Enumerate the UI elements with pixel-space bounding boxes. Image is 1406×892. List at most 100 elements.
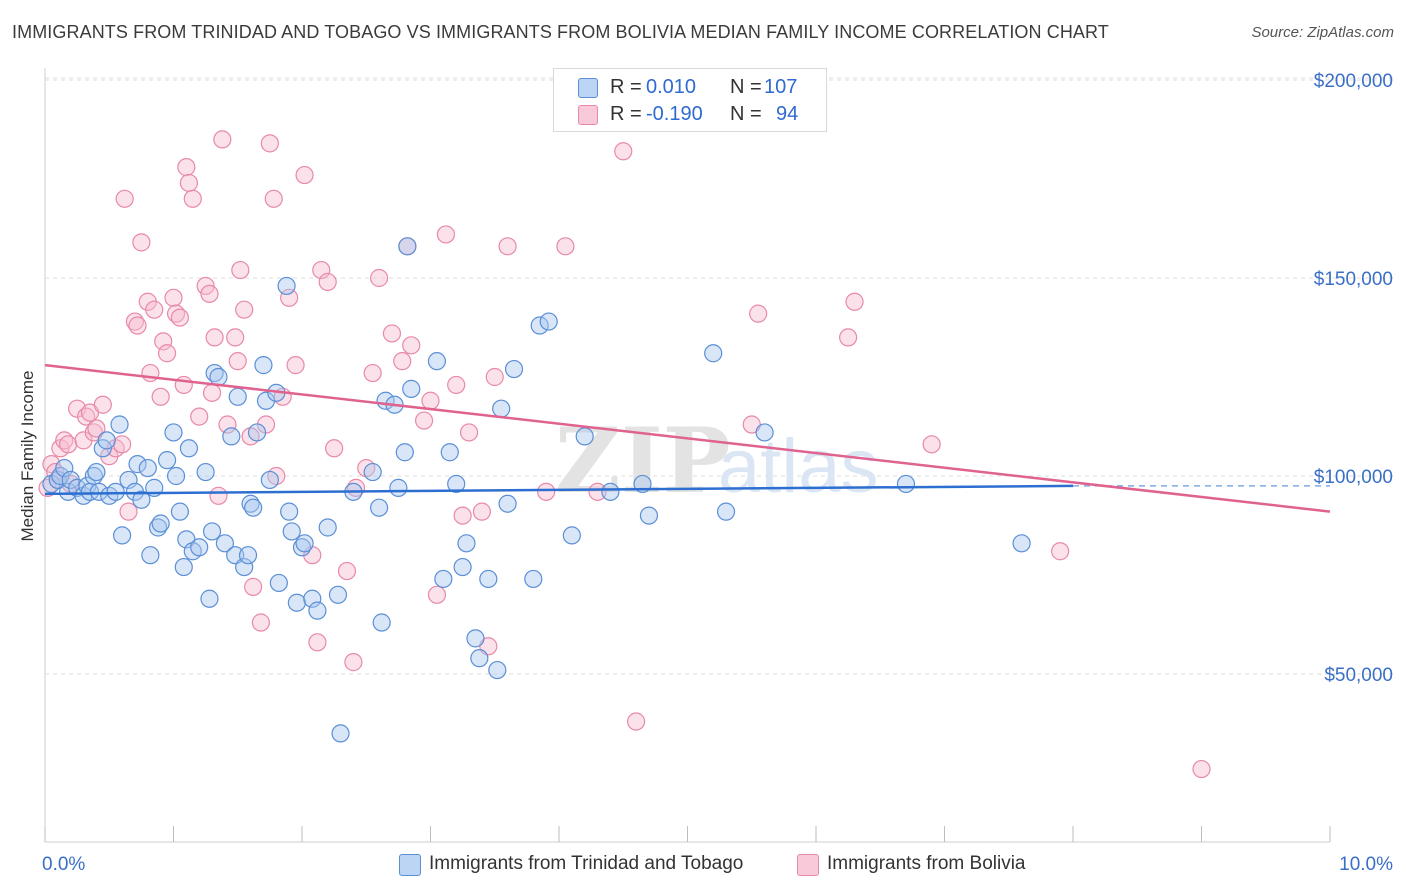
data-point bbox=[286, 356, 305, 375]
data-point bbox=[59, 435, 78, 454]
data-point bbox=[485, 367, 504, 387]
data-point bbox=[93, 395, 112, 414]
data-point bbox=[295, 165, 314, 185]
trend-lines bbox=[44, 363, 1331, 513]
data-point bbox=[614, 142, 633, 161]
y-tick-label: $100,000 bbox=[1314, 467, 1393, 488]
data-point bbox=[215, 534, 234, 553]
data-point bbox=[170, 502, 190, 521]
data-point bbox=[128, 316, 147, 335]
legend-n-value: 94 bbox=[776, 103, 799, 125]
legend-n-label: N = bbox=[730, 76, 762, 98]
data-point bbox=[601, 482, 620, 501]
y-tick-label: $150,000 bbox=[1314, 269, 1393, 290]
data-point bbox=[145, 300, 164, 319]
data-point bbox=[170, 308, 190, 327]
data-point bbox=[303, 589, 322, 608]
data-point bbox=[138, 458, 157, 478]
data-point bbox=[205, 328, 224, 347]
data-point bbox=[174, 557, 193, 577]
data-point bbox=[115, 189, 134, 208]
data-point bbox=[749, 304, 768, 323]
data-point bbox=[202, 383, 222, 402]
data-point bbox=[453, 506, 472, 525]
data-point bbox=[287, 593, 306, 612]
data-point bbox=[537, 482, 556, 501]
data-point bbox=[453, 557, 472, 577]
data-point bbox=[110, 415, 129, 434]
data-point bbox=[244, 498, 263, 517]
bottom-legend-swatch-blue bbox=[399, 854, 421, 876]
data-point bbox=[504, 359, 524, 379]
data-point bbox=[202, 522, 222, 541]
data-point bbox=[166, 466, 186, 486]
data-point bbox=[447, 474, 466, 494]
data-point bbox=[179, 439, 199, 458]
data-point bbox=[228, 387, 247, 406]
watermark-zip: ZIP bbox=[555, 408, 730, 514]
data-point bbox=[325, 439, 344, 458]
data-point bbox=[190, 407, 209, 426]
data-point bbox=[318, 272, 337, 292]
chart-title: IMMIGRANTS FROM TRINIDAD AND TOBAGO VS I… bbox=[12, 22, 1109, 42]
data-point bbox=[466, 629, 485, 648]
data-point bbox=[370, 498, 389, 517]
data-point bbox=[235, 300, 254, 319]
data-point bbox=[1192, 759, 1211, 779]
legend-r-label: R = bbox=[610, 103, 642, 125]
data-point bbox=[337, 561, 357, 581]
data-point bbox=[398, 237, 417, 256]
data-point bbox=[177, 158, 196, 177]
data-point bbox=[755, 423, 774, 442]
data-point bbox=[228, 352, 247, 371]
data-point bbox=[556, 237, 575, 256]
data-point bbox=[498, 494, 517, 513]
data-point bbox=[141, 546, 160, 565]
series-bolivia-points bbox=[38, 130, 1211, 779]
data-point bbox=[132, 490, 151, 509]
data-point bbox=[247, 423, 267, 442]
data-point bbox=[436, 225, 456, 244]
data-point bbox=[470, 649, 489, 668]
bottom-legend-label: Immigrants from Bolivia bbox=[827, 853, 1026, 874]
y-tick-label: $50,000 bbox=[1324, 665, 1393, 686]
data-point bbox=[260, 134, 279, 153]
data-point bbox=[459, 423, 479, 442]
source-label: Source: ZipAtlas.com bbox=[1251, 24, 1394, 41]
legend-swatch-pink bbox=[578, 105, 598, 125]
data-point bbox=[414, 411, 434, 430]
data-point bbox=[845, 292, 864, 311]
legend-r-label: R = bbox=[610, 76, 642, 98]
data-point bbox=[393, 352, 412, 371]
data-point bbox=[97, 431, 116, 450]
data-point bbox=[839, 328, 858, 347]
data-point bbox=[539, 312, 558, 331]
data-point bbox=[447, 375, 466, 395]
data-point bbox=[87, 419, 106, 438]
data-point bbox=[264, 189, 283, 208]
data-point bbox=[128, 455, 147, 474]
data-point bbox=[277, 276, 296, 296]
data-point bbox=[157, 344, 177, 363]
data-point bbox=[575, 427, 594, 446]
data-point bbox=[209, 367, 228, 387]
trend-line-bolivia bbox=[44, 363, 1331, 513]
axes bbox=[44, 68, 1331, 843]
data-point bbox=[183, 189, 202, 208]
data-point bbox=[308, 633, 327, 652]
data-point bbox=[151, 514, 170, 533]
data-point bbox=[260, 470, 279, 490]
data-point bbox=[472, 502, 491, 521]
data-point bbox=[231, 260, 250, 280]
data-point bbox=[498, 237, 517, 256]
legend-r-value: 0.010 bbox=[646, 76, 697, 98]
data-point bbox=[235, 557, 254, 577]
data-point bbox=[457, 534, 476, 553]
data-point bbox=[389, 478, 408, 497]
bottom-legend-swatch-pink bbox=[797, 854, 819, 876]
series-trinidad-points bbox=[42, 237, 1031, 743]
data-point bbox=[154, 332, 173, 351]
data-point bbox=[254, 356, 273, 375]
data-point bbox=[427, 585, 447, 604]
